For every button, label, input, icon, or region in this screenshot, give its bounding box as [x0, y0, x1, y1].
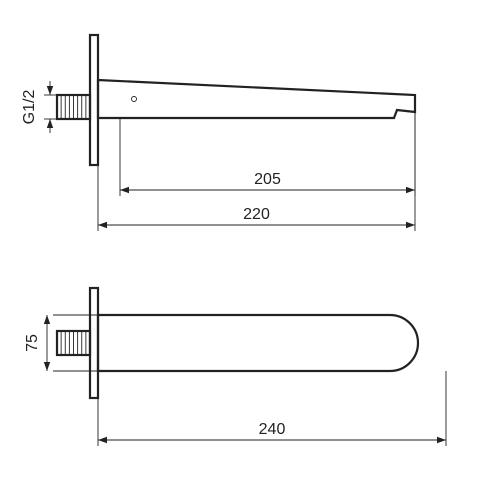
spout-top-profile	[98, 315, 418, 371]
svg-text:220: 220	[243, 206, 270, 223]
dim-205: 205	[120, 112, 415, 196]
dim-240: 240	[98, 371, 446, 446]
spout-side-profile	[98, 80, 415, 118]
side-view: G1/2 205 220	[21, 35, 415, 231]
top-view: 75 240	[24, 288, 446, 446]
set-screw-hole	[132, 97, 137, 102]
svg-text:75: 75	[24, 334, 41, 352]
svg-text:205: 205	[254, 171, 281, 188]
svg-text:240: 240	[259, 421, 286, 438]
svg-text:G1/2: G1/2	[21, 90, 38, 125]
dim-g12: G1/2	[21, 81, 57, 133]
